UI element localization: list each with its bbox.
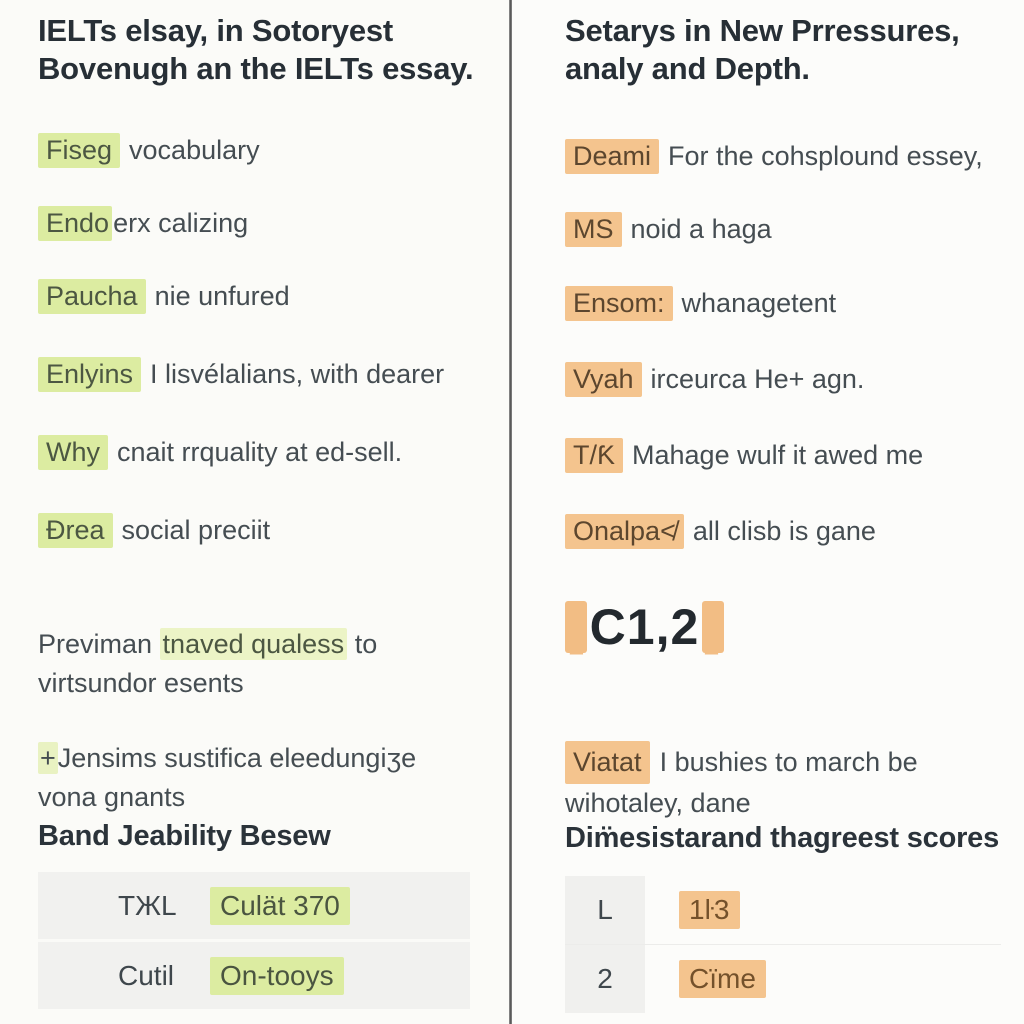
band-table-heading: Band Jeability Besew [38,820,331,852]
right-heading: Setarys in New Prressures, analy and Dep… [565,13,960,87]
table-row: TЖL Culät 370 [38,872,470,939]
left-item-2: Endo erx calizing [38,206,248,241]
c12-callout: [C1,2] [565,598,724,656]
highlight-chip: Vyah [565,362,642,397]
row-value-chip: Cïme [679,960,766,998]
paragraph-text: Jensims sustifica eleedungiʒe vona gnant… [38,743,417,812]
right-item-2: MS noid a haga [565,212,772,247]
left-item-6: Ðrea social preciit [38,513,270,548]
highlight-chip: Why [38,435,108,470]
left-column-panel: IELTs elsay, in Sotoryest Bovenugh an th… [0,0,509,1024]
item-text: irceurca He+ agn. [650,364,865,394]
right-paragraph: Viatat I bushies to march be wihotaley, d… [565,702,1024,823]
left-item-1: Fiseg vocabulary [38,133,260,168]
highlight-chip: Fiseg [38,133,121,168]
item-text: all clisb is gane [692,516,876,546]
right-item-4: Vyah irceurca He+ agn. [565,362,864,397]
highlight-chip: T/Ƙ [565,438,624,473]
right-item-5: T/Ƙ Mahage wulf it awed me [565,438,923,473]
open-bracket-block: [ [565,599,587,655]
item-text: noid a haga [630,214,772,244]
highlight-chip: Ensom: [565,286,673,321]
score-table-heading: Dim̈esistarand thagreest scores [565,822,1000,854]
right-item-6: Onalpa≮ all clisb is gane [565,514,876,549]
item-text: vocabulary [129,135,260,165]
row-label: 2 [565,945,645,1013]
highlight-chip: Paucha [38,279,146,314]
left-paragraph-1: Previman tnaved qualess to virtsundor es… [38,586,498,703]
highlight-chip: Deami [565,139,660,174]
item-text: For the cohsplound essey, [668,141,983,171]
row-value-chip: On-tooys [210,956,344,995]
row-label: Cutil [118,959,175,991]
band-table: TЖL Culät 370 Cutil On-tooys [38,872,470,1009]
table-row: 2 Cïme [565,944,1001,1013]
left-item-3: Paucha nie unfured [38,279,290,314]
soft-highlight: tnaved qualess [159,628,348,660]
item-text: cnait rrquality at ed-sell. [117,437,403,467]
item-text: nie unfured [154,281,290,311]
right-item-1: Deami For the cohsplound essey, [565,139,983,174]
paragraph-text: to virtsundor esents [38,629,378,698]
callout-text: C1,2 [589,599,700,655]
table-row: Cutil On-tooys [38,939,470,1009]
left-item-4: Enlyins I lisvélalians, with dearer [38,357,444,392]
item-text: Mahage wulf it awed me [632,440,924,470]
paragraph-text: Previman [38,629,160,659]
row-value-chip: Culät 370 [210,886,350,925]
right-item-3: Ensom: whanagetent [565,286,836,321]
item-text: I lisvélalians, with dearer [150,359,445,389]
highlight-chip: Ðrea [38,513,113,548]
tiny-highlight: + [38,742,58,774]
item-text: social preciit [121,515,271,545]
score-table: L 1ŀ3 2 Cïme [565,876,1001,1013]
highlight-chip: Enlyins [38,357,142,392]
row-label: TЖL [118,889,177,921]
left-item-5: Why cnait rrquality at ed-sell. [38,435,402,470]
item-text: erx calizing [113,208,249,238]
item-text: whanagetent [681,288,837,318]
column-divider-line [509,0,512,1024]
row-value-chip: 1ŀ3 [679,891,740,929]
highlight-chip: Onalpa≮ [565,514,684,549]
left-heading: IELTs elsay, in Sotoryest Bovenugh an th… [38,13,474,87]
highlight-chip: Viatat [565,741,650,784]
left-paragraph-2: +Jensims sustifica eleedungiʒe vona gnan… [38,700,508,817]
right-column-panel: Setarys in New Prressures, analy and Dep… [512,0,1024,1024]
table-row: L 1ŀ3 [565,876,1001,944]
highlight-chip: Endo [38,206,113,241]
close-bracket-block: ] [702,599,724,655]
paragraph-text: I bushies to march be wihotaley, dane [565,747,918,818]
highlight-chip: MS [565,212,622,247]
row-label: L [565,876,645,944]
